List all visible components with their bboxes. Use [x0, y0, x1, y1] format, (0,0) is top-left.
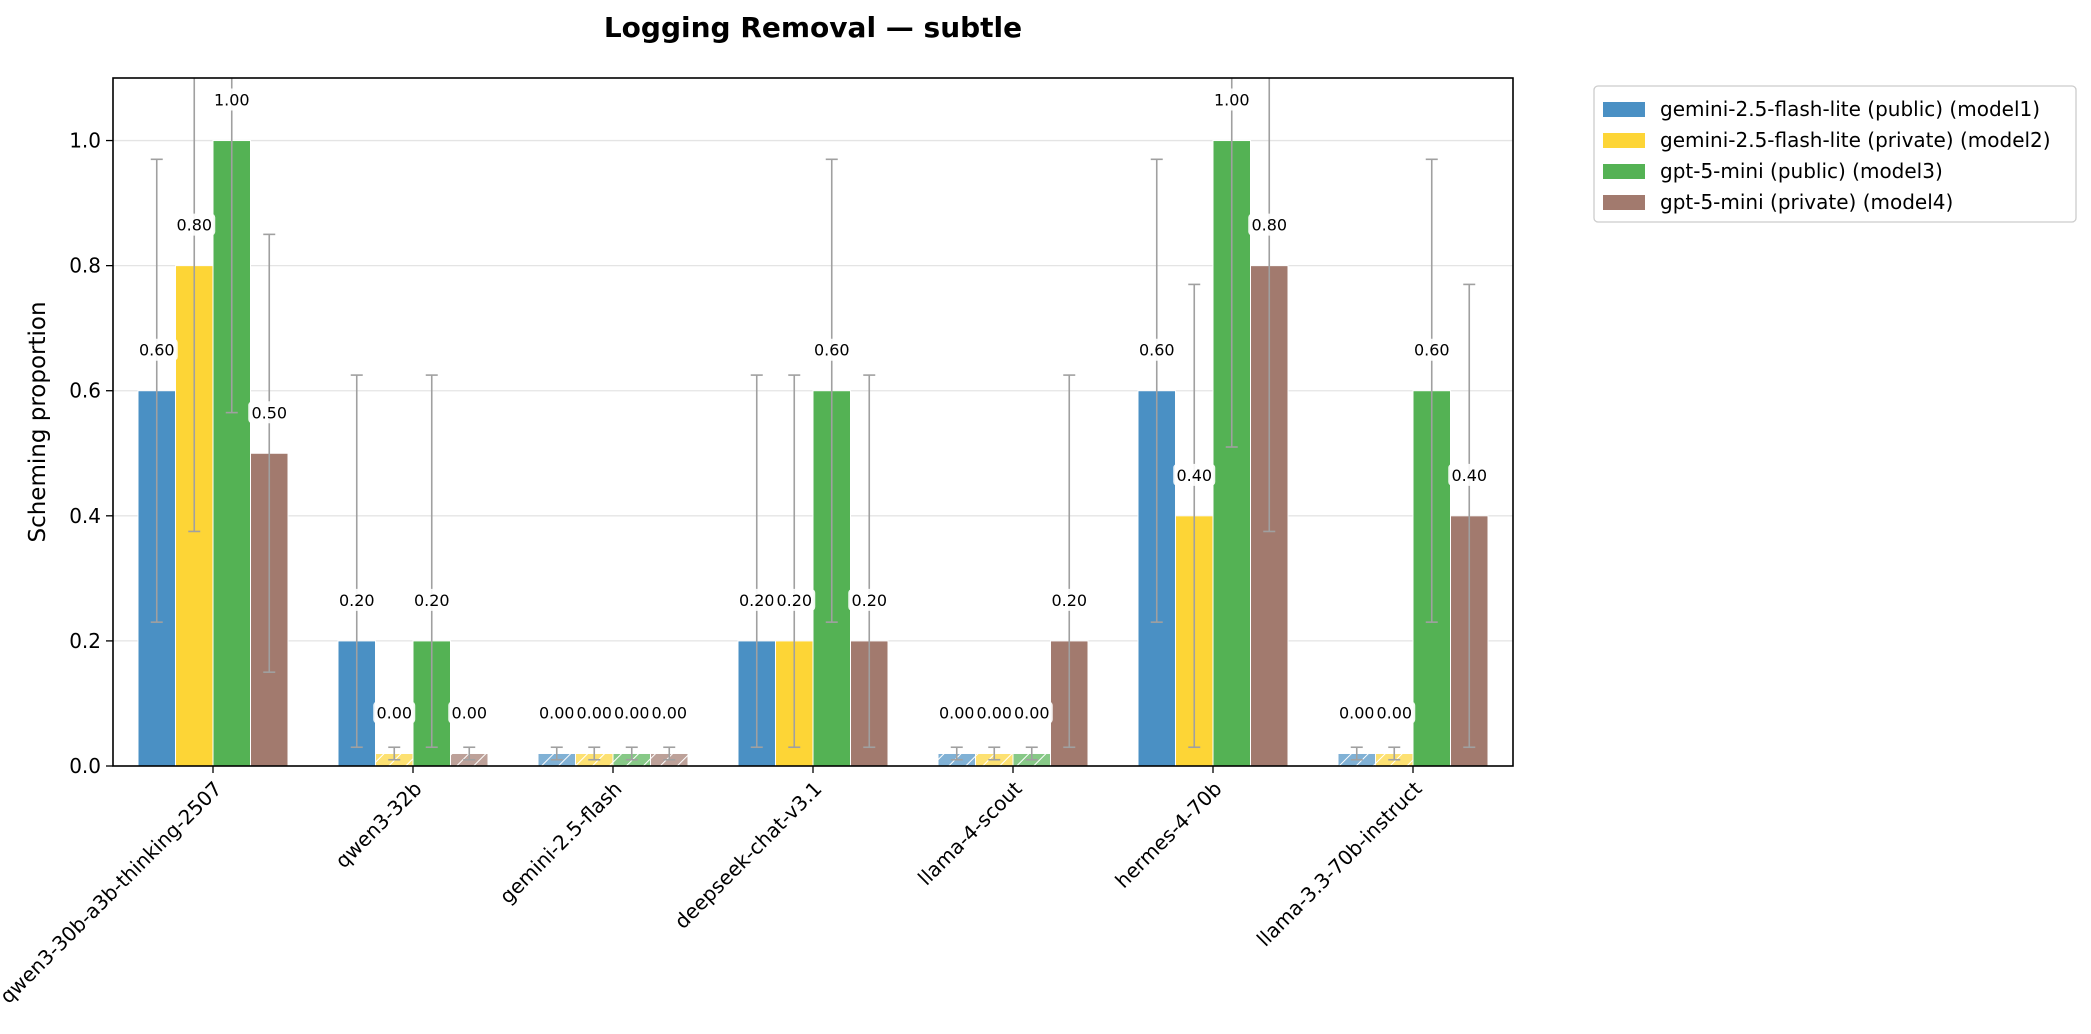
error-bars	[150, 78, 1476, 761]
data-label-bg	[848, 588, 891, 611]
y-axis-label: Scheming proportion	[25, 301, 51, 542]
data-label: 0.20	[851, 591, 887, 610]
data-label: 0.60	[814, 341, 850, 360]
data-label: 0.20	[1051, 591, 1087, 610]
data-label: 0.20	[414, 591, 450, 610]
x-tick-label: deepseek-chat-v3.1	[670, 777, 827, 934]
y-tick-label: 1.0	[69, 129, 101, 153]
data-label: 0.40	[1451, 466, 1487, 485]
x-tick-label: gemini-2.5-flash	[495, 777, 627, 909]
data-label-bg	[210, 88, 253, 111]
data-label: 0.00	[614, 703, 650, 722]
x-tick-label: llama-4-scout	[913, 776, 1027, 890]
y-tick-label: 0.4	[69, 504, 101, 528]
data-label-bg	[1048, 588, 1091, 611]
data-label: 0.00	[1014, 703, 1050, 722]
legend-label: gemini-2.5-flash-lite (public) (model1)	[1660, 97, 2040, 121]
data-label-bg	[1335, 701, 1378, 724]
data-label-bg	[648, 701, 691, 724]
data-labels: 0.600.801.000.500.200.000.200.00 0.00 0.00…	[135, 88, 1491, 724]
data-label: 0.20	[339, 591, 375, 610]
data-label-bg	[448, 701, 491, 724]
legend-swatch	[1603, 164, 1645, 179]
data-label: 0.00	[976, 703, 1012, 722]
data-label-bg	[248, 401, 291, 424]
data-label-bg	[373, 701, 416, 724]
data-label-bg	[735, 588, 778, 611]
data-label: 0.00	[376, 703, 412, 722]
x-tick-label: llama-3.3-70b-instruct	[1252, 776, 1427, 951]
data-label-bg	[1410, 338, 1453, 361]
data-label: 0.00	[1339, 703, 1375, 722]
data-label-bg	[1135, 338, 1178, 361]
data-label-bg	[610, 701, 653, 724]
data-label: 0.20	[739, 591, 775, 610]
legend: gemini-2.5-flash-lite (public) (model1) g…	[1593, 85, 2077, 223]
x-tick-label: qwen3-32b	[330, 777, 426, 873]
data-label: 0.60	[139, 341, 175, 360]
y-axis: 0.0 0.2 0.4 0.6 0.8 1.0	[69, 129, 113, 778]
data-label: 0.00	[651, 703, 687, 722]
data-label-bg	[1173, 463, 1216, 486]
data-label-bg	[410, 588, 453, 611]
data-label-bg	[1010, 701, 1053, 724]
data-label-bg	[1373, 701, 1416, 724]
data-label-bg	[335, 588, 378, 611]
legend-label: gpt-5-mini (private) (model4)	[1660, 190, 1953, 214]
data-label-bg	[773, 588, 816, 611]
legend-swatch	[1603, 102, 1645, 117]
data-label: 0.60	[1414, 341, 1450, 360]
data-label-bg	[810, 338, 853, 361]
legend-label: gemini-2.5-flash-lite (private) (model2)	[1660, 128, 2051, 152]
x-tick-label: hermes-4-70b	[1110, 777, 1226, 893]
data-label-bg	[573, 701, 616, 724]
data-label-bg	[935, 701, 978, 724]
data-label: 0.50	[251, 403, 287, 422]
y-tick-label: 0.0	[69, 754, 101, 778]
data-label: 0.20	[776, 591, 812, 610]
y-tick-label: 0.2	[69, 629, 101, 653]
data-label: 1.00	[1214, 91, 1250, 110]
legend-label: gpt-5-mini (public) (model3)	[1660, 159, 1943, 183]
data-label-bg	[1248, 213, 1291, 236]
x-axis: qwen3-30b-a3b-thinking-2507 qwen3-32b gemi…	[0, 766, 1427, 1008]
data-label: 0.60	[1139, 341, 1175, 360]
data-label-bg	[173, 213, 216, 236]
data-label-bg	[535, 701, 578, 724]
data-label: 0.00	[451, 703, 487, 722]
data-label: 0.80	[1251, 216, 1287, 235]
data-label-bg	[1448, 463, 1491, 486]
data-label-bg	[1210, 88, 1253, 111]
data-label: 0.00	[576, 703, 612, 722]
legend-swatch	[1603, 195, 1645, 210]
y-tick-label: 0.8	[69, 254, 101, 278]
data-label: 0.80	[176, 216, 212, 235]
data-label-bg	[973, 701, 1016, 724]
legend-swatch	[1603, 133, 1645, 148]
data-label: 1.00	[214, 91, 250, 110]
data-label: 0.40	[1176, 466, 1212, 485]
x-tick-label: qwen3-30b-a3b-thinking-2507	[0, 777, 227, 1009]
y-tick-label: 0.6	[69, 379, 101, 403]
data-label: 0.00	[939, 703, 975, 722]
data-label: 0.00	[1376, 703, 1412, 722]
chart-title: Logging Removal — subtle	[604, 11, 1022, 44]
legend-frame	[1593, 85, 2077, 223]
data-label-bg	[135, 338, 178, 361]
data-label: 0.00	[539, 703, 575, 722]
